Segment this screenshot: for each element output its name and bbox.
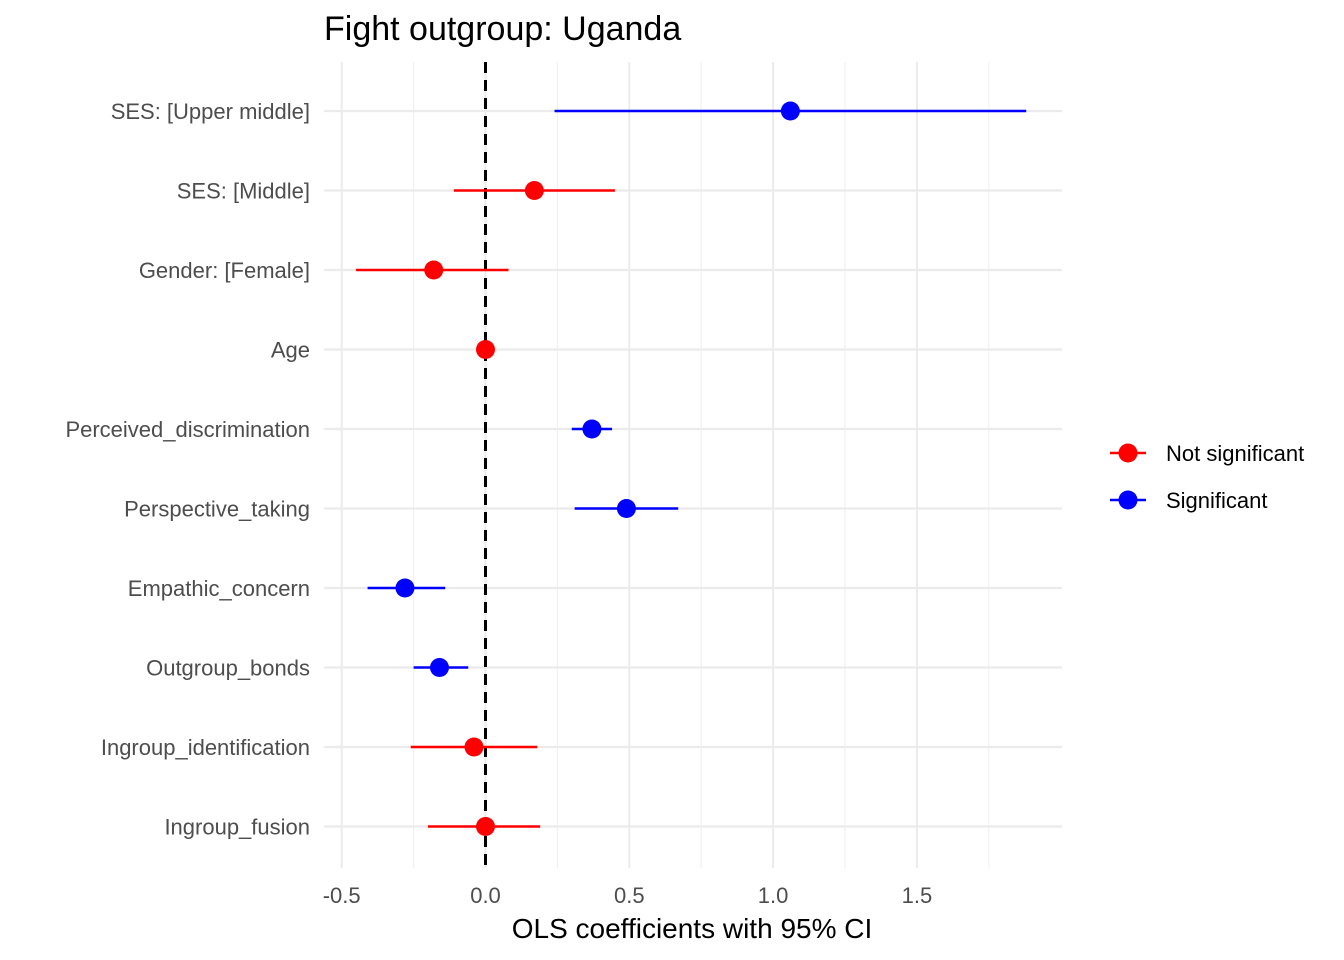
y-tick-label: SES: [Upper middle] [111,99,310,124]
y-tick-label: Perspective_taking [124,497,310,522]
coefficient-point [429,658,449,677]
x-tick-label: 1.5 [902,883,933,908]
legend-label: Significant [1166,488,1268,513]
y-tick-label: Outgroup_bonds [146,656,310,681]
coefficient-point [524,181,544,200]
coefficient-point [424,260,444,280]
x-tick-label: 0.5 [614,883,645,908]
coefficient-point [616,499,636,518]
coefficient-point [464,737,484,757]
coefficient-point [780,101,800,121]
x-tick-label: -0.5 [323,883,361,908]
y-tick-label: Empathic_concern [128,576,310,601]
x-tick-label: 0.0 [470,883,501,908]
y-tick-label: Perceived_discrimination [65,417,310,442]
major-gridlines [324,62,1062,868]
chart-title: Fight outgroup: Uganda [324,10,681,48]
x-axis-label: OLS coefficients with 95% CI [512,913,873,944]
legend: Not significant Significant [1110,441,1304,513]
legend-key-point [1118,490,1138,510]
legend-key-point [1118,443,1138,463]
minor-gridlines [413,62,990,868]
y-tick-label: Gender: [Female] [139,258,310,283]
confidence-intervals [356,109,1027,828]
coefficient-point [395,578,415,598]
x-axis-tick-labels: -0.5 0.0 0.5 1.0 1.5 [323,883,932,908]
y-axis-tick-labels: SES: [Upper middle] SES: [Middle] Gender: … [65,99,310,840]
y-tick-label: SES: [Middle] [177,179,310,204]
y-tick-label: Ingroup_fusion [164,815,310,840]
y-tick-label: Ingroup_identification [101,735,310,760]
coefficient-point [582,419,602,439]
coefficient-point [476,340,495,359]
legend-label: Not significant [1166,441,1304,466]
coefficient-points [395,101,800,836]
coefficient-point [476,817,495,836]
x-tick-label: 1.0 [758,883,789,908]
y-tick-label: Age [271,338,310,363]
